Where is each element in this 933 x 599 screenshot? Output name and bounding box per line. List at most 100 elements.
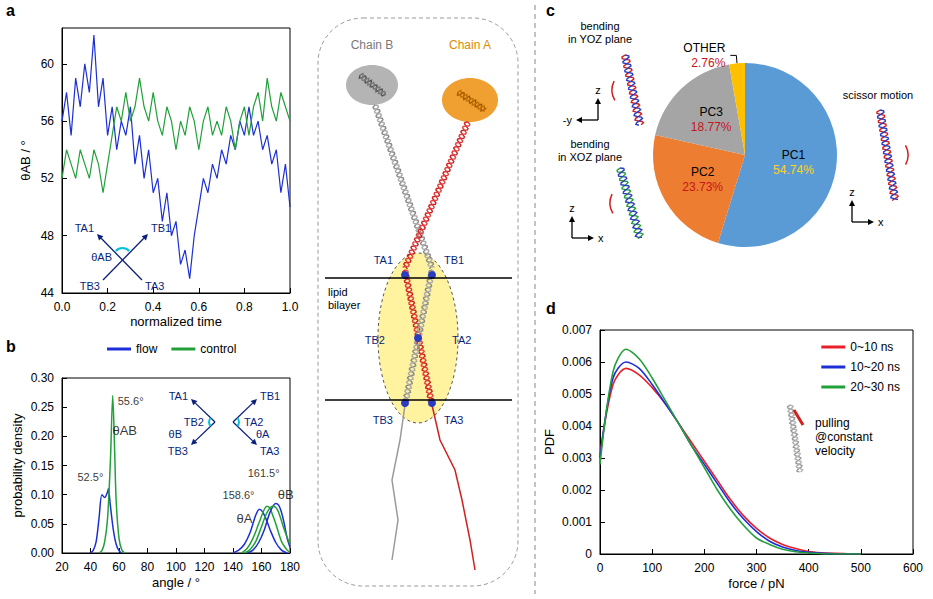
svg-text:@constant: @constant [815, 430, 873, 444]
svg-text:lipid: lipid [328, 286, 348, 298]
svg-text:force / pN: force / pN [728, 576, 784, 591]
svg-text:θA: θA [256, 428, 270, 440]
svg-text:TA3: TA3 [145, 280, 164, 292]
svg-text:in XOZ plane: in XOZ plane [558, 151, 622, 163]
svg-text:200: 200 [694, 561, 714, 575]
svg-text:120: 120 [194, 560, 214, 574]
svg-text:b: b [6, 338, 16, 355]
svg-text:Chain B: Chain B [351, 38, 394, 52]
svg-text:TB2: TB2 [365, 334, 385, 346]
svg-text:in YOZ plane: in YOZ plane [568, 33, 632, 45]
svg-text:z: z [849, 186, 855, 198]
svg-text:1.0: 1.0 [282, 300, 299, 314]
svg-text:158.6°: 158.6° [223, 489, 255, 501]
svg-text:23.73%: 23.73% [682, 180, 723, 194]
svg-text:44: 44 [41, 286, 55, 300]
svg-text:180: 180 [280, 560, 300, 574]
svg-text:0.15: 0.15 [31, 459, 55, 473]
svg-text:TB1: TB1 [444, 254, 464, 266]
svg-text:0.004: 0.004 [562, 419, 592, 433]
svg-text:0.0: 0.0 [54, 300, 71, 314]
svg-text:0.005: 0.005 [562, 387, 592, 401]
svg-text:60: 60 [41, 57, 55, 71]
svg-text:flow: flow [136, 342, 158, 356]
svg-text:100: 100 [642, 561, 662, 575]
svg-text:20~30 ns: 20~30 ns [850, 380, 900, 394]
svg-text:56: 56 [41, 114, 55, 128]
svg-text:140: 140 [223, 560, 243, 574]
svg-text:55.6°: 55.6° [118, 395, 144, 407]
svg-text:20: 20 [55, 560, 69, 574]
svg-text:PDF: PDF [542, 429, 557, 455]
svg-text:TB2: TB2 [184, 416, 204, 428]
svg-text:48: 48 [41, 229, 55, 243]
svg-text:0.002: 0.002 [562, 483, 592, 497]
svg-text:bending: bending [570, 138, 609, 150]
svg-text:TB1: TB1 [151, 222, 171, 234]
svg-text:a: a [6, 2, 15, 19]
svg-text:52.5°: 52.5° [78, 471, 104, 483]
svg-text:velocity: velocity [815, 444, 855, 458]
svg-text:0.003: 0.003 [562, 451, 592, 465]
svg-text:TB1: TB1 [260, 390, 280, 402]
svg-text:60: 60 [112, 560, 126, 574]
svg-text:PC3: PC3 [699, 105, 723, 119]
svg-text:x: x [598, 232, 604, 244]
svg-text:0.05: 0.05 [31, 517, 55, 531]
svg-text:TA1: TA1 [75, 222, 94, 234]
svg-text:161.5°: 161.5° [248, 467, 280, 479]
svg-text:80: 80 [141, 560, 155, 574]
svg-text:0.10: 0.10 [31, 488, 55, 502]
svg-text:0.006: 0.006 [562, 355, 592, 369]
svg-text:c: c [546, 2, 555, 19]
svg-text:d: d [546, 300, 556, 317]
svg-text:TB3: TB3 [80, 280, 100, 292]
svg-text:z: z [569, 202, 575, 214]
svg-text:18.77%: 18.77% [691, 120, 732, 134]
svg-text:TA3: TA3 [444, 414, 463, 426]
svg-text:TA2: TA2 [452, 334, 471, 346]
svg-text:x: x [878, 216, 884, 228]
svg-text:0~10 ns: 0~10 ns [850, 340, 893, 354]
svg-text:100: 100 [166, 560, 186, 574]
svg-text:0.25: 0.25 [31, 400, 55, 414]
svg-text:PC2: PC2 [691, 165, 715, 179]
svg-text:2.76%: 2.76% [691, 56, 725, 70]
svg-text:θB: θB [169, 428, 182, 440]
svg-text:pulling: pulling [815, 416, 850, 430]
svg-text:θAB: θAB [91, 251, 112, 263]
svg-text:TA2: TA2 [244, 416, 263, 428]
svg-text:54.74%: 54.74% [773, 163, 814, 177]
svg-text:control: control [200, 342, 236, 356]
svg-text:normalized time: normalized time [130, 314, 222, 329]
svg-text:0.30: 0.30 [31, 371, 55, 385]
svg-text:θAB: θAB [112, 423, 137, 438]
svg-text:TB3: TB3 [168, 445, 188, 457]
svg-text:0.2: 0.2 [99, 300, 116, 314]
svg-text:0.8: 0.8 [236, 300, 253, 314]
svg-text:40: 40 [84, 560, 98, 574]
svg-text:0: 0 [585, 547, 592, 561]
svg-text:TB3: TB3 [373, 414, 393, 426]
svg-text:TA3: TA3 [260, 445, 279, 457]
svg-text:PC1: PC1 [782, 148, 806, 162]
svg-text:10~20 ns: 10~20 ns [850, 360, 900, 374]
svg-text:probability density: probability density [10, 413, 25, 518]
svg-text:0.4: 0.4 [145, 300, 162, 314]
svg-text:θB: θB [278, 487, 294, 502]
svg-text:scissor motion: scissor motion [843, 89, 913, 101]
svg-text:52: 52 [41, 171, 55, 185]
svg-text:0.007: 0.007 [562, 323, 592, 337]
svg-text:TA1: TA1 [169, 390, 188, 402]
svg-text:0.20: 0.20 [31, 429, 55, 443]
svg-text:300: 300 [746, 561, 766, 575]
svg-text:0.001: 0.001 [562, 515, 592, 529]
svg-text:TA1: TA1 [374, 254, 393, 266]
svg-text:-y: -y [563, 114, 573, 126]
svg-text:bending: bending [580, 20, 619, 32]
svg-text:OTHER: OTHER [683, 41, 725, 55]
svg-text:Chain A: Chain A [449, 38, 491, 52]
svg-text:θAB / °: θAB / ° [18, 140, 33, 181]
svg-text:0: 0 [597, 561, 604, 575]
svg-text:θA: θA [236, 511, 252, 526]
